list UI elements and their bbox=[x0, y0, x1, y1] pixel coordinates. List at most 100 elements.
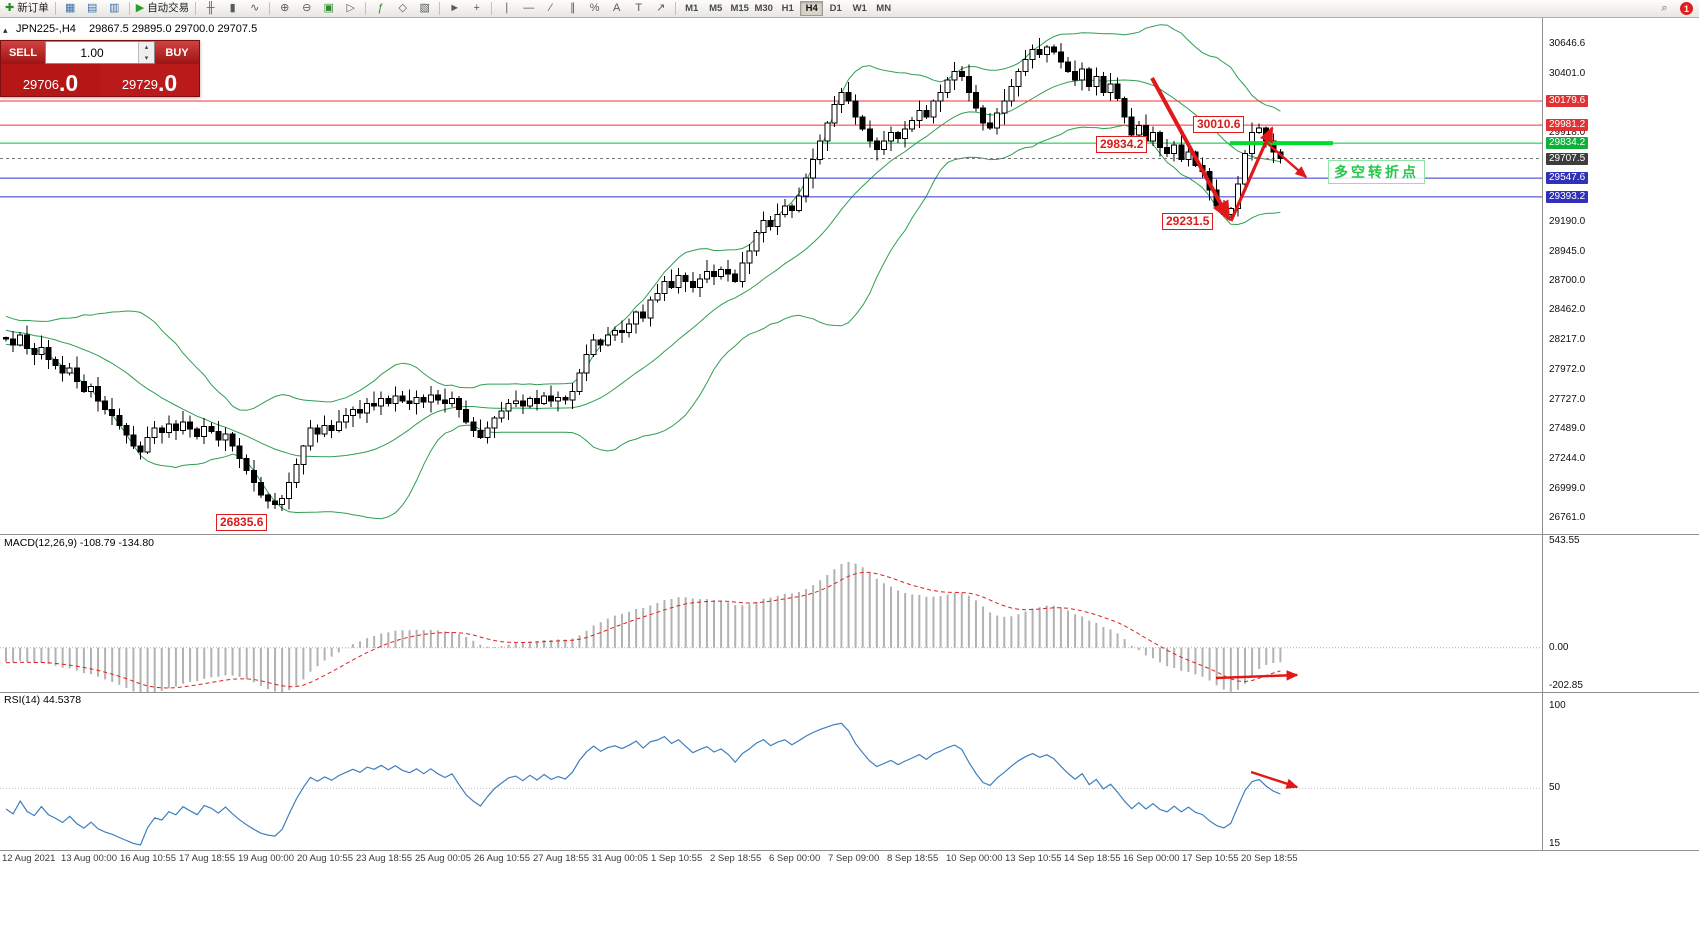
toolbar-separator bbox=[675, 2, 677, 15]
cursor-button[interactable]: ► bbox=[444, 1, 465, 17]
text-button[interactable]: A bbox=[606, 1, 627, 17]
price-annotation-box: 30010.6 bbox=[1193, 116, 1245, 133]
line-chart-icon: ∿ bbox=[250, 2, 260, 14]
chart-title: JPN225-,H4 29867.5 29895.0 29700.0 29707… bbox=[16, 23, 257, 35]
zoom-out-button[interactable]: ⊖ bbox=[296, 1, 317, 17]
label-icon: T bbox=[635, 2, 643, 14]
price-tick: 27727.0 bbox=[1549, 394, 1586, 406]
toolbar-separator bbox=[128, 2, 130, 15]
chart-shift-button[interactable]: ▷ bbox=[340, 1, 361, 17]
one-click-trading-panel: SELL 1.00 ▴ ▾ BUY 29706.0 29729.0 bbox=[0, 40, 200, 97]
price-line-label: 29981.2 bbox=[1546, 119, 1589, 132]
toolbar-separator bbox=[365, 2, 367, 15]
data-window-icon: ▤ bbox=[87, 2, 98, 14]
line-chart-button[interactable]: ∿ bbox=[244, 1, 265, 17]
timeframe-m1[interactable]: M1 bbox=[685, 3, 699, 14]
template-button[interactable]: ▧ bbox=[414, 1, 435, 17]
candlestick-chart-button[interactable]: ▮ bbox=[222, 1, 243, 17]
trendline-button[interactable]: ∕ bbox=[540, 1, 561, 17]
data-window-button[interactable]: ▤ bbox=[82, 1, 103, 17]
time-tick: 20 Sep 18:55 bbox=[1241, 853, 1298, 864]
timeframe-m15[interactable]: M15 bbox=[730, 3, 749, 14]
time-tick: 13 Sep 10:55 bbox=[1005, 853, 1062, 864]
time-tick: 27 Aug 18:55 bbox=[533, 853, 589, 864]
volume-value[interactable]: 1.00 bbox=[80, 45, 104, 60]
zoom-in-button[interactable]: ⊕ bbox=[274, 1, 295, 17]
channel-icon: ∥ bbox=[569, 2, 576, 14]
auto-scroll-icon: ▣ bbox=[323, 2, 334, 14]
indicators-button[interactable]: ƒ bbox=[370, 1, 391, 17]
sell-price-fraction: .0 bbox=[58, 70, 79, 96]
sell-price[interactable]: 29706.0 bbox=[1, 64, 100, 96]
price-tick: 30401.0 bbox=[1549, 67, 1586, 79]
arrows-tool-button[interactable]: ↗ bbox=[650, 1, 671, 17]
timeframe-h1[interactable]: H1 bbox=[781, 3, 794, 14]
time-tick: 19 Aug 00:00 bbox=[238, 853, 294, 864]
panel-collapse-icon[interactable]: ▴ bbox=[3, 25, 8, 35]
template-icon: ▧ bbox=[419, 2, 430, 14]
arrows-tool-icon: ↗ bbox=[656, 2, 666, 14]
zoom-out-icon: ⊖ bbox=[302, 2, 312, 14]
turning-point-note: 多空转折点 bbox=[1328, 160, 1425, 184]
search-icon[interactable]: ⌕ bbox=[1661, 2, 1668, 14]
hline-button[interactable]: ― bbox=[518, 1, 539, 17]
notification-badge[interactable]: 1 bbox=[1680, 2, 1693, 15]
buy-button[interactable]: BUY bbox=[155, 41, 199, 64]
auto-scroll-button[interactable]: ▣ bbox=[318, 1, 339, 17]
current-price-label: 29707.5 bbox=[1546, 152, 1589, 165]
new-order-button[interactable]: ✚ 新订单 bbox=[3, 1, 51, 17]
sell-button[interactable]: SELL bbox=[1, 41, 45, 64]
time-tick: 16 Sep 00:00 bbox=[1123, 853, 1180, 864]
chart-ohlc: 29867.5 29895.0 29700.0 29707.5 bbox=[88, 23, 258, 35]
market-watch-button[interactable]: ▦ bbox=[60, 1, 81, 17]
price-tick: 29190.0 bbox=[1549, 215, 1586, 227]
fibonacci-icon: % bbox=[589, 2, 600, 14]
crosshair-icon: + bbox=[473, 2, 480, 14]
new-order-icon: ✚ bbox=[5, 2, 15, 14]
time-tick: 17 Sep 10:55 bbox=[1182, 853, 1239, 864]
rsi-tick: 100 bbox=[1549, 700, 1566, 711]
macd-tick: 0.00 bbox=[1549, 641, 1569, 653]
label-button[interactable]: T bbox=[628, 1, 649, 17]
timeframe-m5[interactable]: M5 bbox=[709, 3, 723, 14]
period-button[interactable]: ◇ bbox=[392, 1, 413, 17]
time-tick: 25 Aug 00:05 bbox=[415, 853, 471, 864]
timeframe-d1[interactable]: D1 bbox=[829, 3, 842, 14]
time-tick: 23 Aug 18:55 bbox=[356, 853, 412, 864]
navigator-button[interactable]: ▥ bbox=[104, 1, 125, 17]
price-tick: 28462.0 bbox=[1549, 304, 1586, 316]
crosshair-button[interactable]: + bbox=[466, 1, 487, 17]
volume-input[interactable]: 1.00 ▴ ▾ bbox=[45, 41, 155, 64]
timeframe-h4[interactable]: H4 bbox=[800, 1, 824, 16]
price-tick: 26999.0 bbox=[1549, 482, 1586, 494]
navigator-icon: ▥ bbox=[109, 2, 120, 14]
timeframe-w1[interactable]: W1 bbox=[852, 3, 867, 14]
price-tick: 26761.0 bbox=[1549, 512, 1586, 523]
volume-spin-up[interactable]: ▴ bbox=[139, 42, 154, 53]
price-line-label: 29547.6 bbox=[1546, 172, 1589, 185]
channel-button[interactable]: ∥ bbox=[562, 1, 583, 17]
zoom-in-icon: ⊕ bbox=[280, 2, 290, 14]
toolbar-separator bbox=[491, 2, 493, 15]
time-tick: 31 Aug 00:05 bbox=[592, 853, 648, 864]
time-tick: 13 Aug 00:00 bbox=[61, 853, 117, 864]
vline-button[interactable]: ∣ bbox=[496, 1, 517, 17]
fibonacci-button[interactable]: % bbox=[584, 1, 605, 17]
bar-chart-button[interactable]: ╫ bbox=[200, 1, 221, 17]
market-watch-icon: ▦ bbox=[65, 2, 76, 14]
annotation-arrows bbox=[1150, 77, 1308, 789]
autotrading-icon: ▶ bbox=[135, 2, 145, 14]
rsi-label: RSI(14) 44.5378 bbox=[4, 694, 82, 706]
autotrading-button[interactable]: ▶ 自动交易 bbox=[134, 1, 191, 17]
timeframe-mn[interactable]: MN bbox=[876, 3, 892, 14]
time-tick: 26 Aug 10:55 bbox=[474, 853, 530, 864]
time-tick: 14 Sep 18:55 bbox=[1064, 853, 1121, 864]
volume-spin-down[interactable]: ▾ bbox=[139, 52, 154, 63]
buy-price-fraction: .0 bbox=[157, 70, 178, 96]
timeframe-m30[interactable]: M30 bbox=[754, 3, 773, 14]
buy-price[interactable]: 29729.0 bbox=[100, 64, 199, 96]
rsi-layer bbox=[0, 722, 1542, 846]
macd-tick: 543.55 bbox=[1549, 535, 1580, 546]
macd-tick: -202.85 bbox=[1549, 680, 1583, 691]
